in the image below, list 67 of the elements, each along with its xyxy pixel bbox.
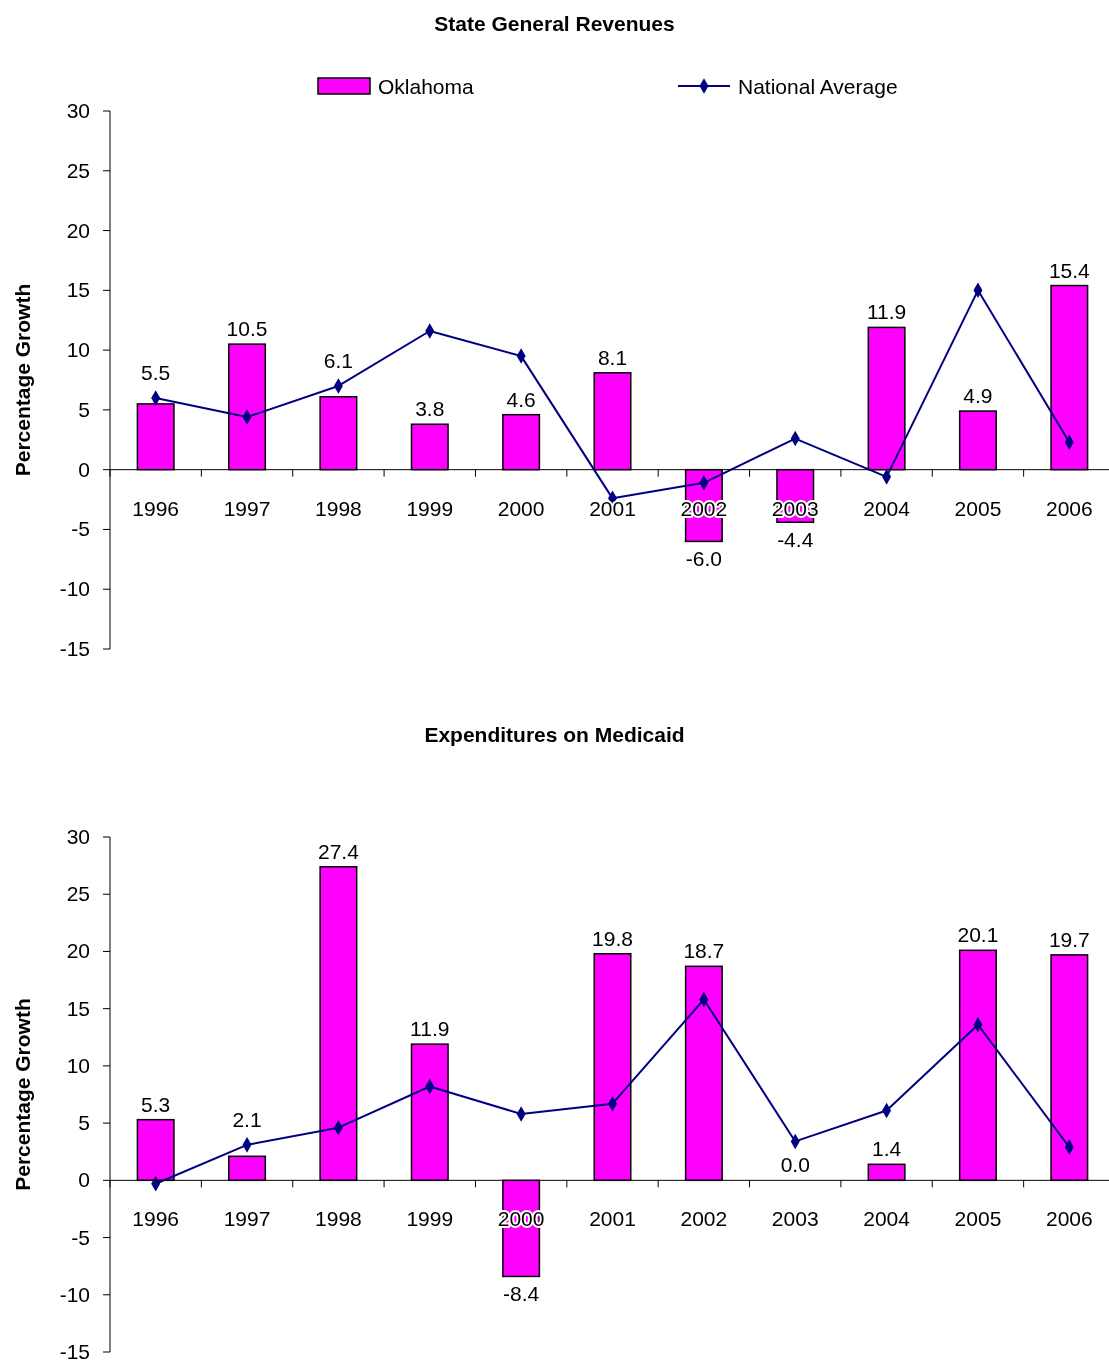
x-tick-label: 2001: [589, 1207, 636, 1231]
x-tick-label: 2002: [680, 1207, 728, 1231]
x-tick-label: 1998: [315, 496, 362, 520]
x-tick-label: 2000: [497, 496, 545, 520]
data-label: 4.9: [963, 384, 993, 408]
x-tick-label: 2001: [589, 496, 636, 520]
y-tick-label: 30: [66, 99, 90, 122]
legend-label: Oklahoma: [378, 75, 475, 98]
data-label: -6.0: [685, 547, 722, 571]
data-label: 11.9: [866, 300, 907, 324]
x-tick-label: 2003: [771, 1207, 819, 1231]
data-label: 20.1: [957, 923, 999, 947]
y-tick-label: -10: [59, 577, 90, 601]
y-tick-label: 5: [78, 1111, 90, 1135]
y-axis-title: Percentage Growth: [11, 998, 34, 1191]
data-label: 19.7: [1048, 927, 1090, 951]
x-tick-label: 1998: [315, 1207, 362, 1231]
y-tick-label: -5: [71, 517, 90, 541]
data-label: 18.7: [683, 939, 725, 963]
x-tick-label: 1999: [406, 1207, 454, 1231]
data-label: 19.8: [592, 926, 633, 950]
y-tick-label: -5: [71, 1225, 90, 1249]
y-tick-label: 25: [66, 882, 90, 906]
x-tick-label: 1996: [132, 1207, 180, 1231]
data-label: -4.4: [777, 528, 814, 552]
y-axis-title: Percentage Growth: [11, 283, 34, 477]
x-tick-label: 2005: [954, 1207, 1002, 1231]
y-tick-label: 15: [66, 278, 90, 302]
y-tick-label: 30: [66, 825, 90, 848]
chart-title: Expenditures on Medicaid: [424, 723, 685, 746]
x-tick-label: 2004: [863, 1207, 911, 1231]
y-tick-label: 15: [66, 996, 90, 1020]
y-tick-label: -10: [59, 1282, 90, 1306]
data-label: 3.8: [415, 397, 445, 421]
legend-label: National Average: [738, 75, 898, 98]
x-tick-label: 1999: [406, 496, 454, 520]
data-label: 5.5: [141, 360, 171, 384]
chart-title: State General Revenues: [434, 12, 675, 35]
y-tick-label: -15: [59, 1340, 90, 1363]
data-label: 5.3: [141, 1092, 171, 1116]
data-label: 4.6: [506, 387, 536, 411]
y-tick-label: 0: [78, 457, 90, 481]
data-label: 11.9: [410, 1017, 450, 1041]
x-tick-label: 1997: [223, 496, 271, 520]
y-tick-label: 0: [78, 1168, 90, 1192]
x-tick-label: 1997: [223, 1207, 271, 1231]
data-label: 2.1: [232, 1107, 262, 1131]
y-tick-label: 10: [66, 1053, 90, 1077]
x-tick-label: 2006: [1045, 496, 1093, 520]
data-label: 1.4: [871, 1137, 902, 1161]
y-tick-label: 5: [78, 397, 90, 421]
y-tick-label: 10: [66, 338, 90, 362]
data-label: 6.1: [323, 348, 354, 372]
data-label: -8.4: [503, 1282, 540, 1306]
x-tick-label: 2005: [954, 496, 1002, 520]
data-label: 8.1: [597, 345, 628, 369]
x-tick-label: 2006: [1045, 1207, 1093, 1231]
x-tick-label: 1996: [132, 496, 180, 520]
y-tick-label: 20: [66, 218, 90, 242]
y-tick-label: -15: [59, 637, 90, 660]
data-label: 10.5: [226, 317, 268, 341]
data-label: 15.4: [1048, 258, 1091, 282]
data-label: 0.0: [780, 1153, 810, 1177]
data-label: 27.4: [317, 839, 360, 863]
y-tick-label: 20: [66, 939, 90, 963]
x-tick-label: 2004: [863, 496, 911, 520]
y-tick-label: 25: [66, 158, 90, 182]
